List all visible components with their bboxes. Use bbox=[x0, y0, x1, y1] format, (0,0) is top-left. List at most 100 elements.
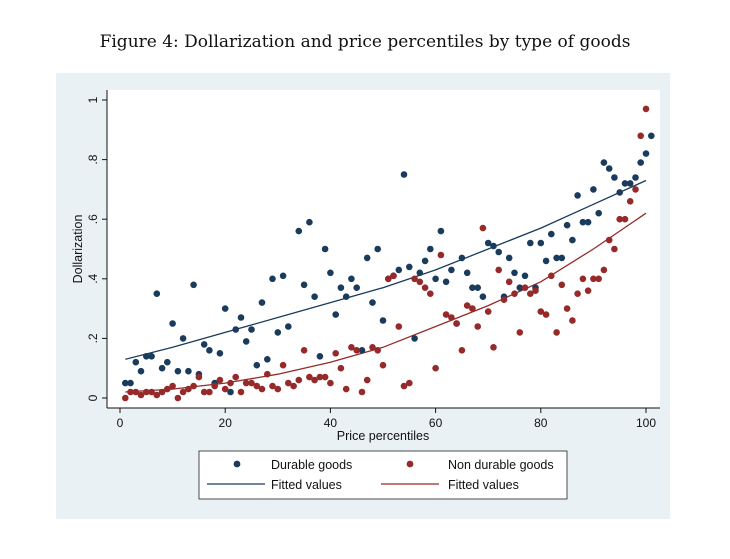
non-durable-point bbox=[584, 287, 592, 295]
non-durable-point bbox=[521, 284, 529, 292]
non-durable-point bbox=[379, 361, 387, 369]
durable-fitted-line bbox=[125, 179, 647, 360]
durable-point bbox=[616, 189, 623, 196]
non-durable-point bbox=[237, 388, 245, 396]
durable-point bbox=[516, 284, 524, 292]
durable-point bbox=[179, 335, 187, 342]
durable-point bbox=[637, 159, 644, 166]
durable-point bbox=[427, 245, 434, 253]
non-durable-point bbox=[569, 317, 576, 324]
non-durable-point bbox=[311, 376, 318, 384]
non-durable-point bbox=[427, 290, 434, 298]
non-durable-point bbox=[448, 314, 455, 321]
durable-point bbox=[605, 165, 613, 172]
durable-point bbox=[563, 221, 571, 229]
durable-point bbox=[127, 379, 134, 387]
durable-point bbox=[264, 356, 271, 363]
non-durable-point bbox=[590, 275, 597, 283]
legend: Durable goods Non durable goods Fitted v… bbox=[198, 450, 568, 500]
durable-point bbox=[621, 180, 629, 187]
x-tick-label: 20 bbox=[219, 416, 233, 430]
durable-point bbox=[458, 254, 466, 262]
durable-point bbox=[348, 275, 355, 283]
non-durable-point bbox=[411, 275, 418, 283]
non-durable-point bbox=[458, 347, 466, 354]
durable-point bbox=[505, 254, 513, 262]
non-durable-point bbox=[500, 296, 508, 304]
non-durable-point bbox=[321, 373, 329, 381]
durable-point bbox=[342, 293, 350, 301]
durable-point bbox=[448, 266, 455, 274]
durable-point bbox=[406, 263, 413, 271]
non-durable-point bbox=[206, 388, 213, 396]
non-durable-point bbox=[137, 391, 145, 399]
non-durable-point bbox=[432, 364, 439, 372]
durable-point bbox=[169, 320, 176, 327]
x-tick-label: 80 bbox=[534, 416, 548, 430]
plot-area bbox=[107, 90, 660, 408]
non-durable-point bbox=[611, 245, 618, 253]
durable-point bbox=[285, 323, 292, 330]
durable-point bbox=[153, 290, 161, 298]
figure-title: Figure 4: Dollarization and price percen… bbox=[99, 32, 631, 52]
non-durable-point bbox=[600, 266, 608, 274]
non-durable-point bbox=[316, 373, 324, 381]
non-durable-point bbox=[532, 287, 539, 295]
legend-non-durable-marker bbox=[406, 460, 414, 468]
non-durable-point bbox=[416, 278, 424, 286]
durable-point bbox=[237, 314, 245, 321]
non-durable-point bbox=[574, 290, 581, 298]
durable-point bbox=[316, 353, 324, 360]
durable-point bbox=[122, 379, 129, 387]
non-durable-point bbox=[348, 344, 355, 351]
durable-point bbox=[421, 257, 429, 265]
durable-point bbox=[164, 358, 171, 366]
durable-point bbox=[363, 254, 371, 262]
non-durable-point bbox=[337, 364, 345, 372]
non-durable-point bbox=[253, 382, 261, 390]
non-durable-point bbox=[200, 388, 208, 396]
x-axis-title: Price percentiles bbox=[337, 429, 429, 443]
non-durable-point bbox=[469, 305, 476, 312]
y-tick-label: .4 bbox=[86, 273, 100, 283]
non-durable-point bbox=[374, 347, 382, 354]
non-durable-point bbox=[258, 385, 266, 393]
x-tick-label: 0 bbox=[117, 416, 124, 430]
durable-point bbox=[395, 266, 403, 274]
non-durable-point bbox=[269, 382, 276, 390]
non-durable-point bbox=[264, 370, 271, 378]
durable-point bbox=[327, 269, 334, 277]
non-durable-point bbox=[542, 311, 550, 318]
y-tick-label: 0 bbox=[86, 394, 100, 401]
durable-point bbox=[158, 364, 166, 372]
durable-point bbox=[253, 361, 261, 369]
durable-point bbox=[137, 367, 145, 375]
non-durable-point bbox=[295, 376, 303, 384]
durable-point bbox=[274, 329, 282, 336]
durable-point bbox=[626, 180, 634, 187]
non-durable-point bbox=[595, 275, 602, 283]
non-durable-point bbox=[516, 329, 524, 336]
durable-point bbox=[279, 272, 287, 280]
durable-point bbox=[463, 269, 471, 277]
durable-point bbox=[311, 293, 318, 301]
durable-point bbox=[527, 239, 534, 247]
non-durable-point bbox=[632, 186, 639, 193]
non-durable-point bbox=[174, 394, 182, 402]
x-tick-label: 40 bbox=[324, 416, 338, 430]
durable-point bbox=[174, 367, 182, 375]
legend-box bbox=[198, 450, 568, 500]
non-durable-point bbox=[479, 224, 487, 232]
durable-point bbox=[558, 254, 566, 262]
non-durable-point bbox=[358, 388, 366, 396]
durable-point bbox=[600, 159, 608, 166]
durable-point bbox=[206, 347, 213, 354]
durable-point bbox=[148, 353, 155, 360]
non-durable-point bbox=[211, 382, 218, 390]
durable-point bbox=[306, 218, 313, 226]
durable-point bbox=[437, 227, 445, 235]
durable-point bbox=[442, 278, 450, 286]
non-durable-point bbox=[537, 308, 545, 315]
non-durable-point bbox=[353, 347, 361, 354]
non-durable-point bbox=[563, 305, 571, 312]
